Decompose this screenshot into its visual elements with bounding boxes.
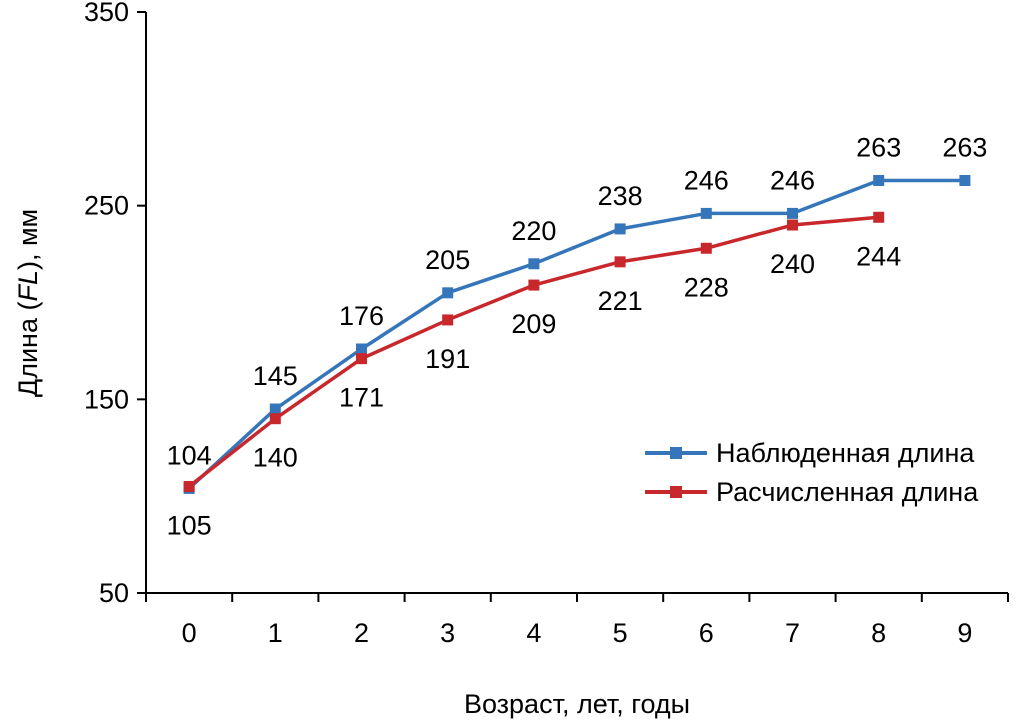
series-marker (614, 256, 626, 268)
y-axis-title-italic: FL (13, 270, 43, 302)
series-marker (873, 211, 885, 223)
data-label: 104 (167, 440, 212, 470)
series-marker (269, 403, 281, 415)
x-tick-label: 5 (613, 618, 628, 648)
y-axis-ticks: 50 150 250 350 (84, 0, 146, 608)
data-label: 263 (856, 132, 901, 162)
y-axis-title: Длина (FL), мм (12, 103, 44, 503)
data-label: 145 (253, 361, 298, 391)
series-marker (356, 343, 367, 355)
legend-item-observed: Наблюденная длина (645, 437, 978, 469)
y-tick-label: 50 (99, 578, 129, 608)
series-marker (787, 219, 798, 231)
series-0: 104 145 176 205 220 238 246 246 263 263 (167, 132, 987, 494)
series-marker (183, 480, 195, 492)
series-marker (442, 314, 454, 326)
legend-line-marker-icon (645, 445, 707, 461)
data-label: 246 (770, 165, 815, 195)
data-label: 209 (511, 309, 556, 339)
y-tick-label: 350 (84, 0, 129, 27)
data-label: 176 (339, 301, 384, 331)
x-axis-ticks: 0 1 2 3 4 5 6 7 8 9 (145, 593, 1009, 648)
series-marker (528, 258, 540, 270)
series-marker (614, 223, 626, 235)
series-marker (442, 287, 454, 299)
series-marker (787, 207, 798, 219)
y-axis-title-suffix: ), мм (13, 208, 43, 271)
legend: Наблюденная длина Расчисленная длина (645, 437, 978, 508)
legend-item-backcalculated: Расчисленная длина (645, 476, 978, 508)
series-marker (700, 242, 712, 254)
x-tick-label: 1 (268, 618, 283, 648)
x-tick-label: 8 (871, 618, 886, 648)
data-label: 220 (511, 216, 556, 246)
data-label: 140 (253, 443, 298, 473)
x-tick-label: 3 (440, 618, 455, 648)
x-tick-label: 2 (354, 618, 369, 648)
y-tick-label: 150 (84, 384, 129, 414)
data-label: 238 (598, 181, 643, 211)
x-tick-label: 7 (785, 618, 800, 648)
data-label: 244 (856, 241, 901, 271)
series-marker (873, 174, 885, 186)
data-label: 263 (942, 132, 987, 162)
x-tick-label: 4 (526, 618, 541, 648)
x-axis-title: Возраст, лет, годы (463, 689, 691, 719)
data-label: 171 (339, 383, 384, 413)
data-label: 191 (425, 344, 470, 374)
data-label: 221 (598, 286, 643, 316)
data-label: 246 (684, 165, 729, 195)
series-marker (528, 279, 540, 291)
data-label: 205 (425, 245, 470, 275)
y-axis-title-prefix: Длина ( (13, 301, 43, 398)
x-tick-label: 0 (182, 618, 197, 648)
data-label: 240 (770, 249, 815, 279)
series-line (187, 178, 967, 491)
series-marker (959, 174, 971, 186)
series-marker (269, 413, 281, 425)
legend-label-observed: Наблюденная длина (716, 438, 975, 468)
data-label: 105 (167, 510, 212, 540)
legend-line-marker-icon (645, 484, 707, 500)
series-1: 105 140 171 191 209 221 228 240 244 (167, 211, 901, 540)
series-marker (700, 207, 712, 219)
data-label: 228 (684, 272, 729, 302)
series-marker (356, 353, 367, 365)
legend-label-backcalculated: Расчисленная длина (716, 477, 979, 507)
x-tick-label: 9 (957, 618, 972, 648)
x-tick-label: 6 (699, 618, 714, 648)
y-tick-label: 250 (84, 191, 129, 221)
